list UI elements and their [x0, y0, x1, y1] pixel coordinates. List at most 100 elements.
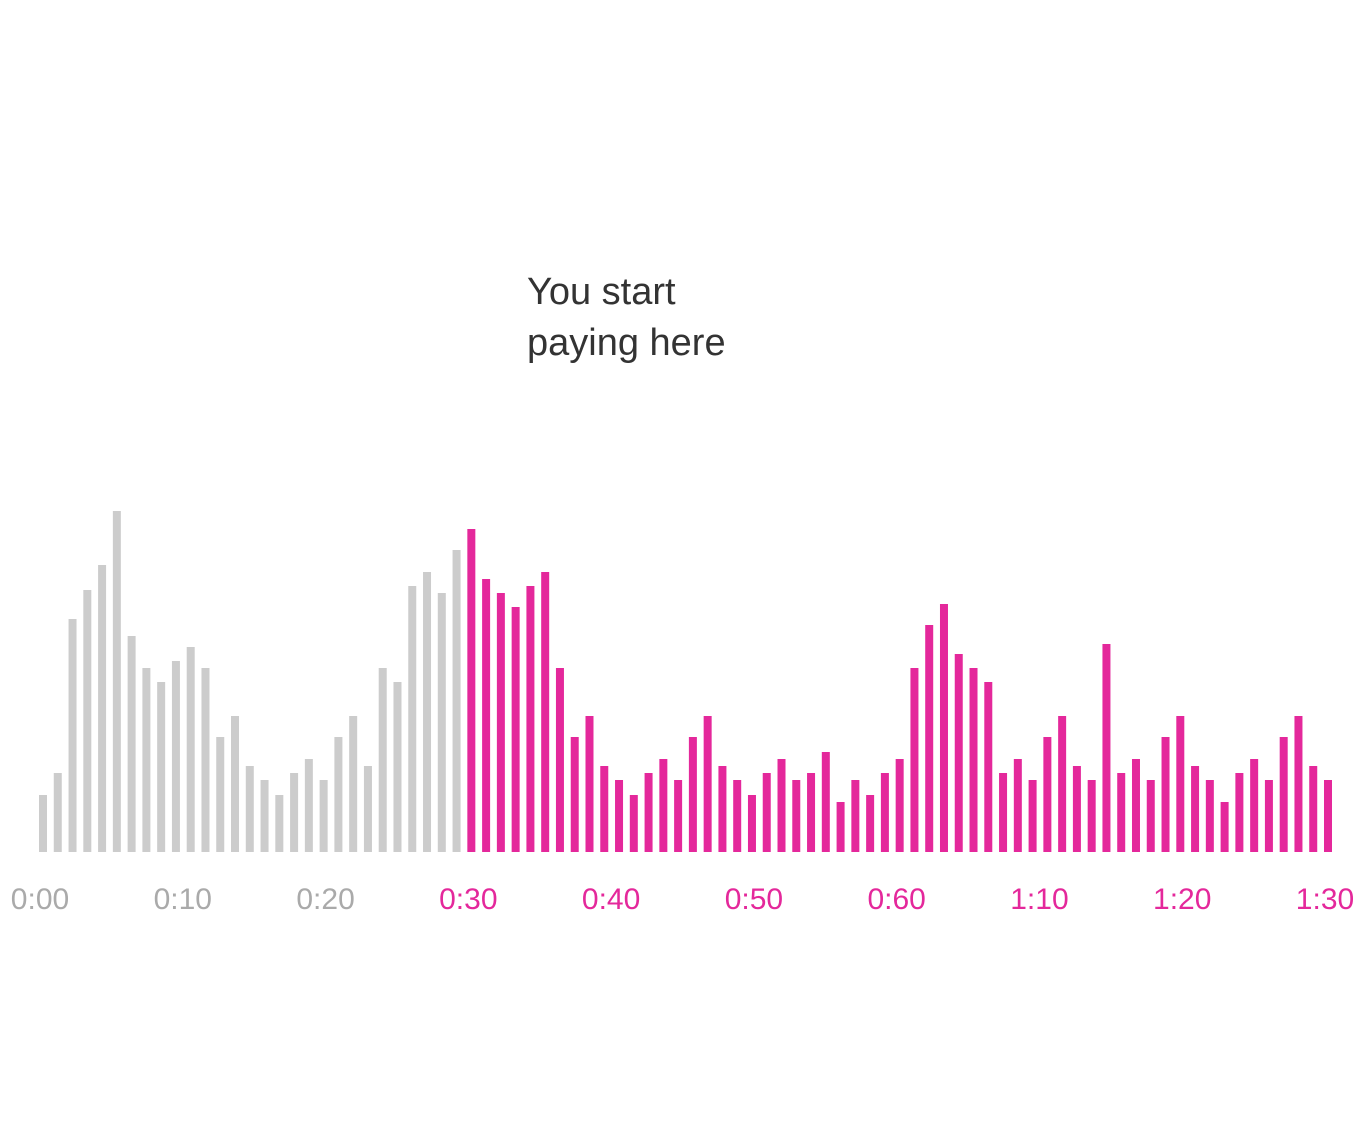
bar	[821, 752, 830, 852]
bar	[910, 668, 919, 852]
bar	[112, 511, 121, 852]
bar	[615, 780, 624, 852]
bar	[1117, 773, 1126, 852]
x-tick-label: 0:20	[296, 883, 354, 916]
x-tick-label: 1:10	[1010, 883, 1068, 916]
bar	[275, 795, 284, 852]
bar	[925, 625, 934, 852]
bar	[703, 716, 712, 852]
bar	[53, 773, 62, 852]
bar	[526, 586, 535, 852]
bar	[777, 759, 786, 852]
x-tick-label: 0:30	[439, 883, 497, 916]
bar	[1087, 780, 1096, 852]
bar	[984, 682, 993, 852]
bar	[319, 780, 328, 852]
x-tick-label: 1:20	[1153, 883, 1211, 916]
bar	[201, 668, 210, 852]
bar	[408, 586, 417, 852]
x-tick-label: 0:10	[154, 883, 212, 916]
bar	[866, 795, 875, 852]
bar	[98, 565, 107, 852]
bar	[1102, 644, 1111, 852]
bar	[511, 607, 520, 852]
bar	[600, 766, 609, 852]
bar	[851, 780, 860, 852]
x-tick-label: 0:60	[867, 883, 925, 916]
bar	[1324, 780, 1332, 852]
bar	[83, 590, 92, 852]
bar	[393, 682, 402, 852]
bar	[1013, 759, 1022, 852]
bar	[142, 668, 151, 852]
bar	[304, 759, 313, 852]
bar	[482, 579, 491, 852]
bar	[1205, 780, 1214, 852]
bar	[1028, 780, 1037, 852]
bar	[747, 795, 756, 852]
bar	[895, 759, 904, 852]
bar	[290, 773, 299, 852]
bar	[688, 737, 697, 852]
bar	[186, 647, 195, 852]
bar	[245, 766, 254, 852]
bar	[1191, 766, 1200, 852]
bar	[39, 795, 47, 852]
bar	[644, 773, 653, 852]
bar	[792, 780, 801, 852]
bar	[570, 737, 579, 852]
annotation: You start	[527, 271, 676, 313]
bar	[880, 773, 889, 852]
bar	[423, 572, 432, 852]
bar	[585, 716, 594, 852]
bar	[231, 716, 240, 852]
bar	[541, 572, 550, 852]
bar	[363, 766, 372, 852]
bar	[733, 780, 742, 852]
bar	[1072, 766, 1081, 852]
bar	[954, 654, 963, 852]
bar	[1146, 780, 1155, 852]
bar	[260, 780, 269, 852]
annotation: paying here	[527, 322, 726, 364]
bar	[157, 682, 166, 852]
bar	[1131, 759, 1140, 852]
bar	[1176, 716, 1185, 852]
x-tick-label: 0:50	[725, 883, 783, 916]
bar	[836, 802, 845, 852]
bar	[762, 773, 771, 852]
bar	[999, 773, 1008, 852]
bar	[718, 766, 727, 852]
x-tick-label: 0:00	[11, 883, 69, 916]
bar	[334, 737, 343, 852]
bar	[467, 529, 476, 852]
bar	[216, 737, 225, 852]
x-tick-label: 1:30	[1296, 883, 1354, 916]
bar	[674, 780, 683, 852]
bar	[68, 619, 77, 852]
bar	[555, 668, 564, 852]
bar	[1264, 780, 1273, 852]
bar	[1043, 737, 1052, 852]
bar	[127, 636, 136, 852]
bar	[171, 661, 180, 852]
bar	[939, 604, 948, 852]
bar	[378, 668, 387, 852]
bar	[807, 773, 816, 852]
x-tick-label: 0:40	[582, 883, 640, 916]
bar	[969, 668, 978, 852]
bar	[1279, 737, 1288, 852]
bar	[437, 593, 446, 852]
bar	[659, 759, 668, 852]
bar	[1294, 716, 1303, 852]
bar	[1161, 737, 1170, 852]
bar	[349, 716, 358, 852]
bar	[496, 593, 505, 852]
bar	[629, 795, 638, 852]
bar	[1250, 759, 1259, 852]
bar	[1235, 773, 1244, 852]
bar	[1220, 802, 1229, 852]
bar	[452, 550, 461, 852]
bar	[1058, 716, 1067, 852]
